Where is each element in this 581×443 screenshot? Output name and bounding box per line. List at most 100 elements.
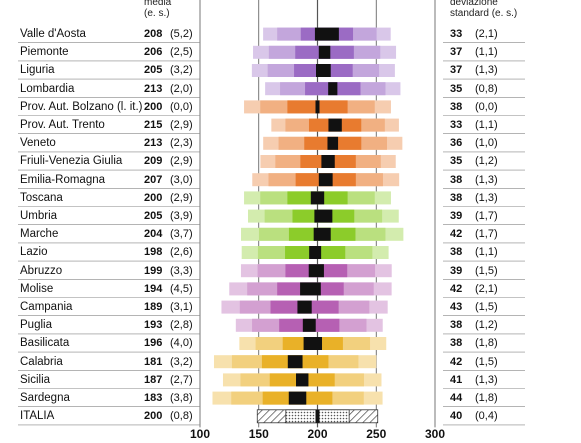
mean-value: 206 bbox=[144, 46, 163, 59]
region-label: Puglia bbox=[20, 319, 52, 332]
sd-se-value: (1,7) bbox=[475, 228, 498, 241]
region-label: ITALIA bbox=[20, 410, 55, 423]
mean-ci-marker bbox=[309, 246, 322, 259]
sd-se-value: (1,3) bbox=[475, 191, 498, 204]
mean-ci-marker bbox=[296, 373, 309, 387]
mean-se-value: (2,5) bbox=[170, 46, 193, 59]
mean-ci-marker bbox=[300, 282, 321, 296]
sd-column-header: deviazione standard (e. s.) bbox=[450, 0, 517, 19]
mean-ci-marker bbox=[314, 209, 333, 223]
region-label: Marche bbox=[20, 228, 59, 241]
sd-value: 35 bbox=[450, 82, 463, 95]
sd-se-value: (1,0) bbox=[475, 137, 498, 150]
sd-se-value: (1,1) bbox=[475, 246, 498, 259]
sd-value: 38 bbox=[450, 319, 463, 332]
mean-value: 200 bbox=[144, 191, 163, 204]
mean-se-value: (2,9) bbox=[170, 119, 193, 131]
mean-value: 187 bbox=[144, 373, 163, 386]
mean-se-value: (2,3) bbox=[170, 137, 193, 150]
x-tick-label: 300 bbox=[424, 427, 446, 441]
mean-ci-marker bbox=[321, 155, 335, 168]
mean-value: 196 bbox=[144, 337, 163, 350]
mean-value: 183 bbox=[144, 392, 163, 404]
mean-se-value: (2,7) bbox=[170, 373, 193, 386]
mean-se-value: (4,0) bbox=[170, 337, 193, 350]
region-label: Calabria bbox=[20, 355, 63, 368]
mean-value: 215 bbox=[144, 119, 163, 131]
mean-se-value: (3,2) bbox=[170, 64, 193, 77]
region-label: Valle d'Aosta bbox=[20, 28, 86, 40]
mean-value: 205 bbox=[144, 64, 163, 77]
mean-se-value: (2,6) bbox=[170, 246, 193, 259]
mean-se-value: (3,3) bbox=[170, 264, 193, 277]
sd-se-value: (1,8) bbox=[475, 337, 498, 350]
mean-value: 205 bbox=[144, 210, 163, 222]
sd-header-line2: standard (e. s.) bbox=[450, 8, 518, 19]
sd-value: 44 bbox=[450, 392, 463, 404]
mean-se-value: (3,2) bbox=[170, 355, 193, 368]
sd-se-value: (1,7) bbox=[475, 210, 498, 222]
sd-value: 42 bbox=[450, 355, 463, 368]
x-tick-label: 100 bbox=[189, 427, 211, 441]
mean-se-value: (3,8) bbox=[170, 392, 193, 404]
region-label: Lazio bbox=[20, 246, 48, 259]
sd-se-value: (1,3) bbox=[475, 373, 498, 386]
bar-layer bbox=[212, 27, 404, 424]
sd-value: 43 bbox=[450, 301, 463, 313]
region-label: Liguria bbox=[20, 64, 55, 77]
mean-se-value: (2,8) bbox=[170, 319, 193, 332]
sd-value: 39 bbox=[450, 210, 463, 222]
sd-se-value: (2,1) bbox=[475, 28, 498, 40]
mean-value: 200 bbox=[144, 100, 163, 113]
mean-value: 209 bbox=[144, 155, 163, 168]
region-label: Prov. Aut. Trento bbox=[20, 119, 105, 131]
sd-value: 38 bbox=[450, 246, 463, 259]
sd-value: 39 bbox=[450, 264, 463, 277]
sd-value: 40 bbox=[450, 410, 463, 423]
sd-se-value: (1,3) bbox=[475, 173, 498, 186]
mean-ci-marker bbox=[288, 391, 307, 405]
mean-ci-marker bbox=[315, 409, 320, 423]
mean-se-value: (2,9) bbox=[170, 191, 193, 204]
mean-se-value: (0,8) bbox=[170, 410, 193, 423]
sd-se-value: (1,8) bbox=[475, 392, 498, 404]
region-label: Sicilia bbox=[20, 373, 51, 386]
mean-ci-marker bbox=[308, 264, 324, 278]
row-separators bbox=[18, 42, 525, 426]
mean-se-value: (4,5) bbox=[170, 282, 193, 295]
sd-value: 37 bbox=[450, 64, 463, 77]
sd-value: 41 bbox=[450, 373, 463, 386]
sd-value: 38 bbox=[450, 337, 463, 350]
sd-value: 42 bbox=[450, 228, 463, 241]
sd-value: 38 bbox=[450, 191, 463, 204]
mean-header-line1: media bbox=[144, 0, 172, 8]
mean-value: 208 bbox=[144, 28, 163, 40]
mean-ci-marker bbox=[318, 45, 331, 59]
sd-value: 33 bbox=[450, 119, 463, 131]
mean-column-header: media (e. s.) bbox=[144, 0, 171, 19]
mean-ci-marker bbox=[297, 300, 312, 314]
mean-value: 198 bbox=[144, 246, 163, 259]
region-label: Basilicata bbox=[20, 337, 70, 350]
mean-value: 207 bbox=[144, 173, 163, 186]
mean-value: 200 bbox=[144, 410, 163, 423]
mean-ci-marker bbox=[328, 82, 338, 96]
mean-value: 199 bbox=[144, 264, 163, 277]
sd-value: 35 bbox=[450, 155, 463, 168]
region-label: Umbria bbox=[20, 210, 58, 222]
mean-ci-marker bbox=[303, 337, 323, 350]
region-label: Friuli-Venezia Giulia bbox=[20, 155, 123, 168]
mean-value: 181 bbox=[144, 355, 163, 368]
mean-ci-marker bbox=[316, 64, 331, 77]
mean-se-value: (3,9) bbox=[170, 210, 193, 222]
mean-ci-marker bbox=[302, 318, 316, 332]
mean-value: 189 bbox=[144, 301, 163, 313]
mean-value: 194 bbox=[144, 282, 163, 295]
region-label: Emilia-Romagna bbox=[20, 173, 106, 186]
region-label: Piemonte bbox=[20, 46, 69, 59]
sd-se-value: (1,3) bbox=[475, 64, 498, 77]
x-tick-label: 150 bbox=[248, 427, 269, 441]
region-label: Campania bbox=[20, 301, 73, 313]
sd-se-value: (1,5) bbox=[475, 264, 498, 277]
